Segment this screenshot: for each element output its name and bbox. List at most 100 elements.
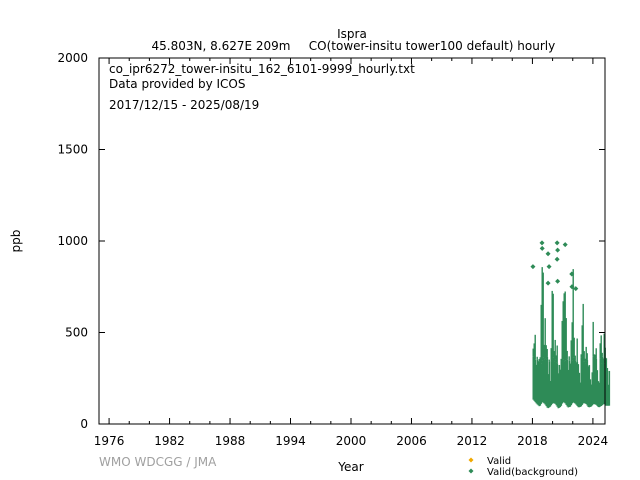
- data-point-background: [539, 245, 545, 251]
- data-point-background: [582, 361, 585, 404]
- data-point-background: [579, 382, 582, 407]
- data-point-background: [539, 240, 545, 246]
- data-point-background: [533, 362, 536, 401]
- data-point-background: [591, 372, 594, 406]
- data-point-background: [553, 351, 555, 362]
- data-point-background: [564, 291, 566, 361]
- data-point-background: [578, 372, 581, 408]
- data-point-background: [572, 357, 575, 403]
- legend-label-valid: Valid: [487, 456, 511, 467]
- data-point-background: [594, 356, 597, 405]
- data-point-background: [565, 318, 567, 359]
- data-point-background: [559, 369, 562, 408]
- plot-frame: [98, 57, 606, 425]
- data-point-background: [532, 348, 534, 357]
- data-point-background: [583, 351, 585, 362]
- data-point-background: [538, 359, 540, 362]
- data-point-background: [544, 358, 547, 405]
- data-point-background: [580, 357, 583, 407]
- data-point-background: [542, 357, 545, 403]
- legend-marker-valid: [468, 457, 474, 463]
- data-point-background: [530, 264, 536, 270]
- data-point-background: [575, 362, 577, 364]
- data-point-background: [574, 355, 576, 361]
- data-point-background: [550, 361, 553, 406]
- data-point-background: [555, 247, 561, 253]
- data-point-background: [605, 358, 608, 406]
- data-point-background: [539, 358, 542, 406]
- annotation-filename: co_ipr6272_tower-insitu_162_6101-9999_ho…: [109, 62, 415, 76]
- data-point-background: [577, 364, 580, 408]
- data-point-background: [562, 242, 568, 248]
- data-point-background: [569, 363, 572, 407]
- data-point-background: [608, 370, 611, 406]
- data-point-background: [592, 321, 594, 357]
- data-point-background: [543, 359, 546, 404]
- data-point-background: [563, 293, 565, 362]
- data-point-background: [560, 361, 563, 406]
- data-point-background: [580, 354, 582, 358]
- legend-item-valid-background: Valid(background): [468, 467, 578, 478]
- data-point-background: [575, 363, 578, 405]
- data-point-background: [558, 364, 561, 408]
- data-point-background: [597, 381, 600, 408]
- x-tick-label: 2000: [336, 434, 367, 448]
- data-point-background: [601, 356, 604, 406]
- data-point-background: [583, 361, 586, 404]
- data-point-background: [551, 290, 553, 360]
- data-point-background: [534, 334, 536, 360]
- data-point-background: [576, 338, 578, 362]
- legend-marker-valid-background: [468, 468, 474, 474]
- data-point-background: [566, 350, 568, 360]
- data-point-background: [532, 356, 535, 400]
- annotation-date-range: 2017/12/15 - 2025/08/19: [109, 98, 259, 112]
- x-tick-label: 1988: [215, 434, 246, 448]
- legend-label-valid-background: Valid(background): [487, 467, 578, 478]
- data-point-background: [542, 272, 544, 358]
- data-point-background: [556, 363, 559, 407]
- y-tick-label: 1000: [57, 234, 88, 248]
- legend: Valid Valid(background): [468, 456, 578, 478]
- data-point-background: [555, 355, 557, 363]
- data-point-background: [540, 304, 542, 364]
- data-point-background: [588, 365, 591, 408]
- data-point-background: [590, 384, 593, 407]
- data-point-background: [594, 354, 596, 357]
- data-point-background: [603, 363, 606, 405]
- data-point-background: [593, 357, 596, 405]
- footer-credit: WMO WDCGG / JMA: [99, 455, 217, 469]
- y-tick-label: 1500: [57, 143, 88, 157]
- data-point-background: [533, 343, 535, 363]
- data-point-background: [536, 359, 539, 405]
- y-tick-label: 500: [65, 326, 88, 340]
- data-point-background: [555, 362, 558, 406]
- data-point-background: [562, 301, 564, 360]
- data-point-background: [541, 267, 543, 361]
- data-point-background: [546, 264, 552, 270]
- data-point-background: [560, 358, 562, 362]
- data-point-background: [548, 361, 551, 408]
- data-point-background: [589, 379, 592, 407]
- data-point-background: [536, 356, 538, 360]
- data-point-background: [535, 364, 538, 404]
- data-point-background: [568, 360, 571, 408]
- data-point-background: [573, 286, 579, 292]
- data-point-background: [592, 356, 595, 405]
- axis-ticks: [99, 57, 605, 425]
- x-tick-label: 2018: [517, 434, 548, 448]
- data-layer: [530, 240, 611, 409]
- data-point-background: [549, 380, 552, 407]
- data-point-background: [564, 360, 567, 404]
- data-point-background: [602, 358, 605, 405]
- data-point-background: [557, 373, 560, 409]
- data-point-background: [537, 361, 540, 406]
- data-point-background: [584, 363, 587, 404]
- data-point-background: [561, 360, 564, 404]
- x-tick-label: 2006: [396, 434, 427, 448]
- data-point-background: [554, 359, 557, 404]
- data-point-background: [545, 251, 551, 257]
- data-point-background: [606, 368, 609, 406]
- data-point-background: [582, 303, 584, 362]
- data-point-background: [554, 339, 556, 360]
- data-point-background: [572, 269, 574, 358]
